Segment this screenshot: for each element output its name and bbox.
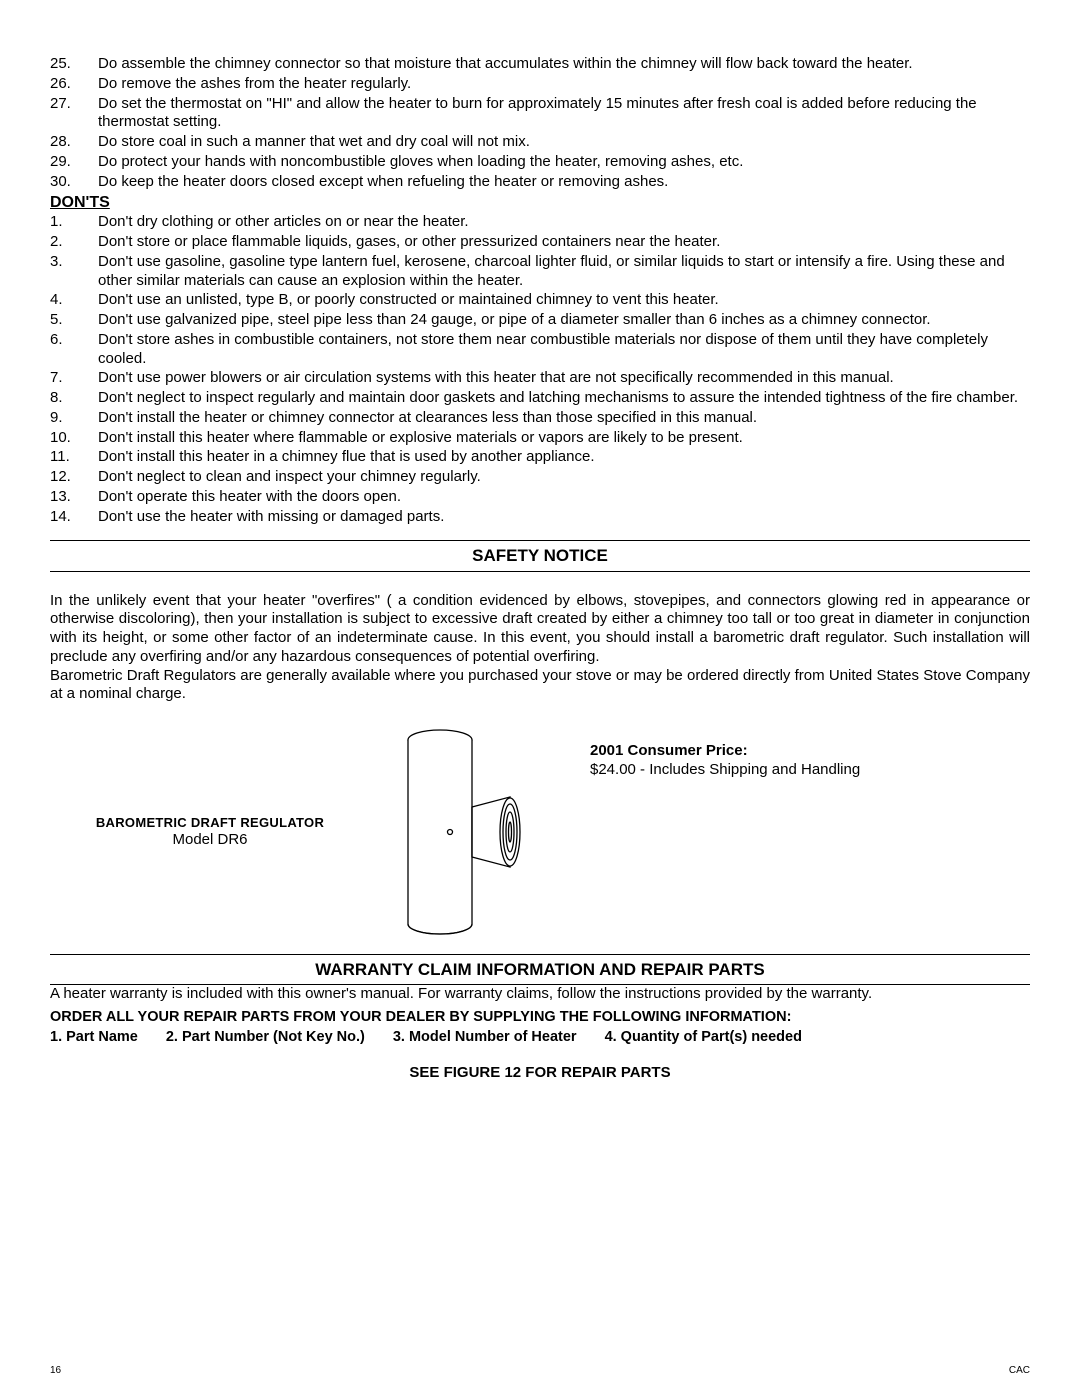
- list-item: 12.Don't neglect to clean and inspect yo…: [50, 468, 1030, 487]
- list-item: 30.Do keep the heater doors closed excep…: [50, 173, 1030, 192]
- item-text: Don't use the heater with missing or dam…: [98, 508, 1030, 527]
- product-label-block: BAROMETRIC DRAFT REGULATOR Model DR6: [50, 815, 370, 850]
- item-number: 11.: [50, 448, 98, 467]
- safety-paragraph-2: Barometric Draft Regulators are generall…: [50, 667, 1030, 705]
- list-item: 2.Don't store or place flammable liquids…: [50, 233, 1030, 252]
- barometric-regulator-icon: [390, 722, 550, 942]
- item-number: 1.: [50, 213, 98, 232]
- safety-paragraph-1: In the unlikely event that your heater "…: [50, 592, 1030, 667]
- price-text: $24.00 - Includes Shipping and Handling: [590, 761, 1030, 780]
- safety-heading: SAFETY NOTICE: [50, 541, 1030, 570]
- donts-heading: DON'TS: [50, 193, 1030, 213]
- warranty-heading: WARRANTY CLAIM INFORMATION AND REPAIR PA…: [50, 955, 1030, 984]
- item-text: Do store coal in such a manner that wet …: [98, 133, 1030, 152]
- item-text: Don't neglect to inspect regularly and m…: [98, 389, 1030, 408]
- product-row: BAROMETRIC DRAFT REGULATOR Model DR6: [50, 722, 1030, 942]
- item-number: 10.: [50, 429, 98, 448]
- order-item: 3. Model Number of Heater: [393, 1028, 577, 1046]
- item-number: 8.: [50, 389, 98, 408]
- list-item: 14.Don't use the heater with missing or …: [50, 508, 1030, 527]
- list-item: 11.Don't install this heater in a chimne…: [50, 448, 1030, 467]
- product-name: BAROMETRIC DRAFT REGULATOR: [50, 815, 370, 831]
- item-number: 12.: [50, 468, 98, 487]
- item-text: Do keep the heater doors closed except w…: [98, 173, 1030, 192]
- item-text: Don't use galvanized pipe, steel pipe le…: [98, 311, 1030, 330]
- item-text: Don't install this heater where flammabl…: [98, 429, 1030, 448]
- item-text: Do set the thermostat on "HI" and allow …: [98, 95, 1030, 133]
- list-item: 28.Do store coal in such a manner that w…: [50, 133, 1030, 152]
- order-items: 1. Part Name 2. Part Number (Not Key No.)…: [50, 1028, 1030, 1046]
- item-number: 30.: [50, 173, 98, 192]
- see-figure: SEE FIGURE 12 FOR REPAIR PARTS: [50, 1064, 1030, 1083]
- price-label: 2001 Consumer Price:: [590, 742, 748, 759]
- item-number: 4.: [50, 291, 98, 310]
- item-text: Do remove the ashes from the heater regu…: [98, 75, 1030, 94]
- list-item: 10.Don't install this heater where flamm…: [50, 429, 1030, 448]
- item-number: 5.: [50, 311, 98, 330]
- page-code: CAC: [1009, 1365, 1030, 1378]
- order-item: 4. Quantity of Part(s) needed: [605, 1028, 802, 1046]
- list-item: 26.Do remove the ashes from the heater r…: [50, 75, 1030, 94]
- item-text: Do protect your hands with noncombustibl…: [98, 153, 1030, 172]
- item-number: 3.: [50, 253, 98, 291]
- warranty-intro: A heater warranty is included with this …: [50, 985, 1030, 1004]
- list-item: 4.Don't use an unlisted, type B, or poor…: [50, 291, 1030, 310]
- item-number: 28.: [50, 133, 98, 152]
- list-item: 9.Don't install the heater or chimney co…: [50, 409, 1030, 428]
- list-item: 1.Don't dry clothing or other articles o…: [50, 213, 1030, 232]
- product-model: Model DR6: [50, 831, 370, 850]
- item-number: 25.: [50, 55, 98, 74]
- item-number: 9.: [50, 409, 98, 428]
- item-number: 2.: [50, 233, 98, 252]
- list-item: 8.Don't neglect to inspect regularly and…: [50, 389, 1030, 408]
- list-item: 27.Do set the thermostat on "HI" and all…: [50, 95, 1030, 133]
- item-text: Don't use gasoline, gasoline type lanter…: [98, 253, 1030, 291]
- list-item: 5.Don't use galvanized pipe, steel pipe …: [50, 311, 1030, 330]
- item-number: 26.: [50, 75, 98, 94]
- item-number: 7.: [50, 369, 98, 388]
- item-text: Don't use power blowers or air circulati…: [98, 369, 1030, 388]
- order-item: 1. Part Name: [50, 1028, 138, 1046]
- item-text: Don't neglect to clean and inspect your …: [98, 468, 1030, 487]
- list-item: 25.Do assemble the chimney connector so …: [50, 55, 1030, 74]
- item-number: 13.: [50, 488, 98, 507]
- donts-list: 1.Don't dry clothing or other articles o…: [50, 213, 1030, 526]
- list-item: 29.Do protect your hands with noncombust…: [50, 153, 1030, 172]
- item-text: Don't install this heater in a chimney f…: [98, 448, 1030, 467]
- order-item: 2. Part Number (Not Key No.): [166, 1028, 365, 1046]
- item-number: 29.: [50, 153, 98, 172]
- list-item: 13.Don't operate this heater with the do…: [50, 488, 1030, 507]
- product-diagram: [370, 722, 570, 942]
- item-number: 6.: [50, 331, 98, 369]
- page-footer: 16 CAC: [50, 1365, 1030, 1378]
- list-item: 7.Don't use power blowers or air circula…: [50, 369, 1030, 388]
- item-number: 27.: [50, 95, 98, 133]
- item-text: Don't install the heater or chimney conn…: [98, 409, 1030, 428]
- item-text: Do assemble the chimney connector so tha…: [98, 55, 1030, 74]
- item-text: Don't store ashes in combustible contain…: [98, 331, 1030, 369]
- item-text: Don't use an unlisted, type B, or poorly…: [98, 291, 1030, 310]
- divider: [50, 571, 1030, 572]
- item-number: 14.: [50, 508, 98, 527]
- list-item: 3.Don't use gasoline, gasoline type lant…: [50, 253, 1030, 291]
- item-text: Don't store or place flammable liquids, …: [98, 233, 1030, 252]
- item-text: Don't operate this heater with the doors…: [98, 488, 1030, 507]
- list-item: 6.Don't store ashes in combustible conta…: [50, 331, 1030, 369]
- page-number: 16: [50, 1365, 61, 1378]
- dos-list: 25.Do assemble the chimney connector so …: [50, 55, 1030, 191]
- product-price-block: 2001 Consumer Price: $24.00 - Includes S…: [570, 722, 1030, 780]
- order-instructions: ORDER ALL YOUR REPAIR PARTS FROM YOUR DE…: [50, 1008, 1030, 1026]
- item-text: Don't dry clothing or other articles on …: [98, 213, 1030, 232]
